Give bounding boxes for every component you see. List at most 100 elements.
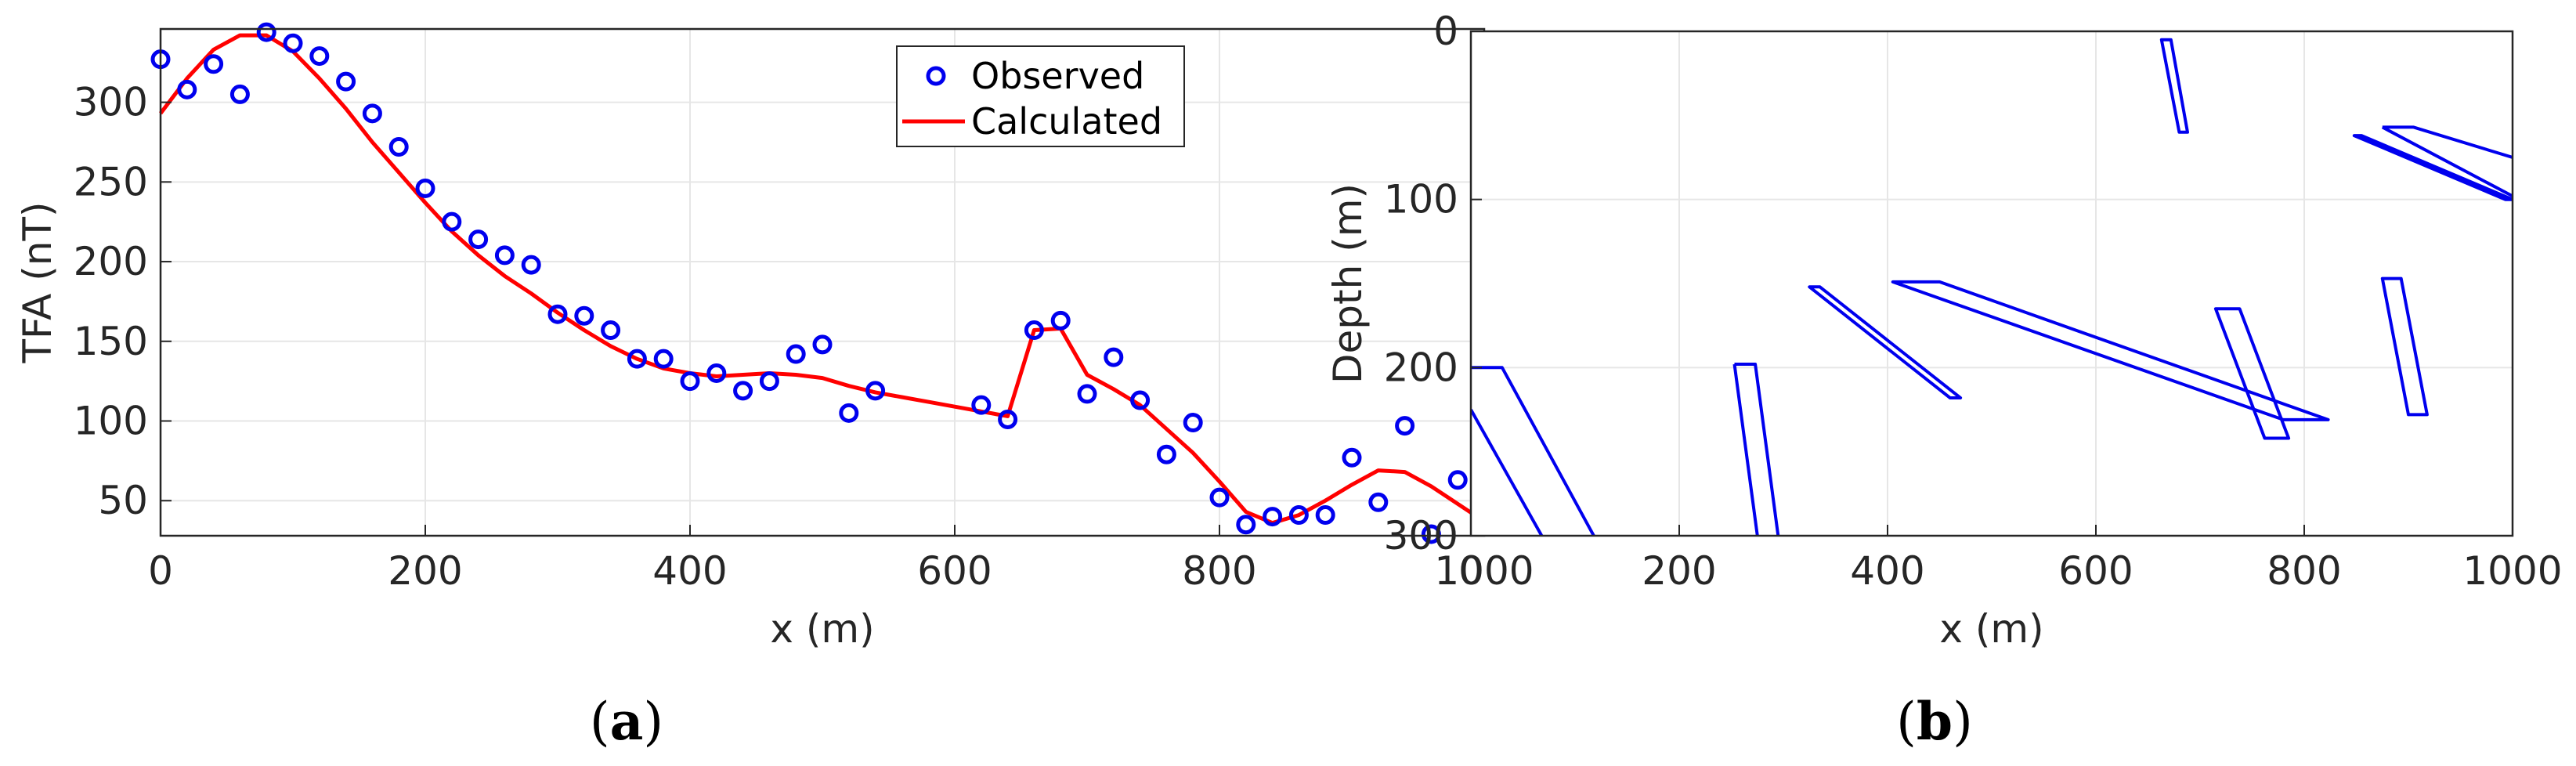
observed-point (1183, 413, 1203, 433)
observed-point (1342, 447, 1362, 468)
observed-point (521, 255, 541, 275)
panel-a-y-tick-label: 50 (98, 478, 148, 523)
observed-point (653, 349, 674, 369)
legend: Observed Calculated (896, 45, 1185, 147)
observed-point (1395, 416, 1415, 436)
observed-point (759, 371, 779, 392)
observed-point (415, 178, 435, 198)
observed-point (1209, 487, 1230, 508)
observed-point (601, 320, 621, 341)
observed-point (733, 381, 753, 401)
observed-point (283, 33, 303, 53)
panel-a-y-tick-label: 100 (74, 399, 148, 444)
observed-point (1077, 384, 1097, 404)
observed-point (1024, 320, 1044, 341)
observed-point (839, 403, 859, 423)
observed-point (362, 103, 382, 124)
observed-point (1421, 524, 1441, 544)
observed-point (1104, 347, 1124, 367)
panel-a-y-axis-label: TFA (nT) (15, 201, 60, 363)
body-10 (2352, 134, 2513, 201)
panel-a-label: (a) (590, 691, 663, 752)
observed-point (442, 211, 462, 232)
observed-point (547, 304, 568, 324)
panel-b-label-close: ) (1953, 692, 1973, 752)
panel-b-x-axis-label: x (m) (1939, 606, 2043, 652)
body-2 (1471, 409, 1544, 536)
legend-label-observed: Observed (971, 55, 1144, 97)
observed-point (1156, 444, 1176, 464)
observed-point (468, 229, 489, 250)
panel-a-x-tick-label: 600 (917, 548, 992, 594)
observed-point (971, 395, 992, 415)
legend-box (896, 45, 1185, 147)
observed-point (309, 46, 330, 67)
panel-b-x-tick-label: 400 (1850, 548, 1924, 594)
panel-b-y-tick-label: 200 (1384, 345, 1458, 390)
legend-label-calculated: Calculated (971, 100, 1162, 143)
observed-point (494, 245, 515, 266)
panel-b-label-letter: b (1917, 691, 1953, 752)
panel-a-y-tick-label: 200 (74, 239, 148, 284)
legend-marker-observed (926, 66, 946, 86)
observed-point (336, 71, 356, 92)
body-12 (2381, 125, 2513, 198)
body-4 (1732, 363, 1759, 536)
panel-a-x-tick-label: 800 (1182, 548, 1256, 594)
observed-point (1368, 492, 1389, 512)
panel-b-y-tick-label: 0 (1433, 9, 1458, 54)
panel-a-label-letter: a (610, 691, 644, 752)
observed-point (627, 349, 647, 369)
body-8 (2213, 307, 2291, 440)
body-6 (1891, 280, 2330, 421)
panel-b-x-tick-label: 0 (1458, 548, 1483, 594)
panel-a-label-open: ( (590, 692, 610, 752)
panel-b-label-open: ( (1896, 692, 1917, 752)
panel-a-plot-area (161, 29, 1484, 536)
observed-point (1236, 515, 1256, 535)
panel-b-x-tick-label: 600 (2058, 548, 2133, 594)
observed-point (998, 409, 1018, 429)
panel-b-x-tick-label: 1000 (2462, 548, 2562, 594)
body-5 (1808, 285, 1963, 399)
observed-point (574, 305, 594, 326)
panel-a-x-tick-label: 1000 (1434, 548, 1534, 594)
panel-b-y-axis-label: Depth (m) (1325, 183, 1371, 384)
observed-point (177, 79, 197, 99)
body-3 (1734, 363, 1780, 536)
panel-a-label-close: ) (643, 692, 663, 752)
observed-point (1130, 390, 1151, 410)
observed-point (680, 371, 700, 392)
panel-a-x-tick-label: 0 (148, 548, 173, 594)
panel-a-x-axis-label: x (m) (770, 606, 874, 652)
body-9 (2380, 276, 2429, 417)
observed-point (865, 381, 886, 401)
observed-point (229, 84, 250, 104)
observed-point (786, 344, 806, 364)
panel-b-x-tick-label: 200 (1642, 548, 1716, 594)
panel-b-plot-area (1471, 31, 2513, 536)
observed-point (1315, 505, 1335, 526)
observed-point (706, 363, 727, 383)
observed-point (1050, 310, 1071, 331)
body-11 (2382, 125, 2513, 159)
panel-a-y-tick-label: 150 (74, 319, 148, 364)
observed-point (256, 22, 276, 42)
body-7 (2159, 38, 2189, 134)
panel-b-y-tick-label: 300 (1384, 513, 1458, 558)
panel-a-x-tick-label: 400 (652, 548, 727, 594)
panel-a-y-tick-label: 300 (74, 80, 148, 125)
observed-point (204, 54, 224, 74)
panel-b-axes-box (1469, 30, 2514, 537)
observed-point (388, 137, 409, 157)
observed-point (1447, 470, 1468, 490)
panel-b-label: (b) (1896, 691, 1973, 752)
observed-point (1263, 507, 1283, 527)
observed-point (812, 334, 833, 355)
observed-point (1288, 505, 1309, 526)
